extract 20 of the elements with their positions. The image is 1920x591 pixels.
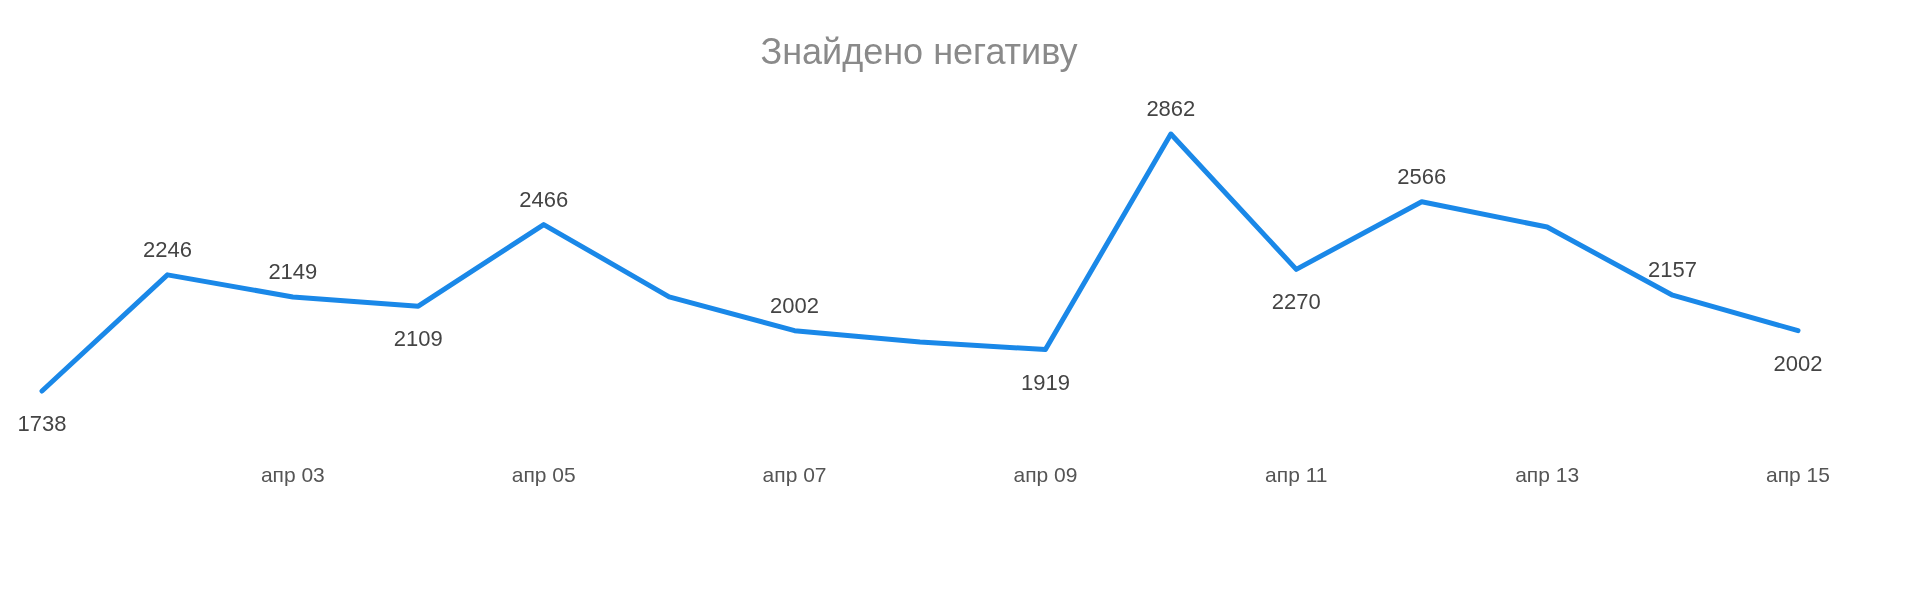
x-tick-label: апр 09 xyxy=(1013,463,1078,486)
x-tick-label: апр 03 xyxy=(260,463,325,486)
x-tick-label: апр 05 xyxy=(511,463,576,486)
x-tick-label: апр 11 xyxy=(1265,463,1328,486)
data-label: 2149 xyxy=(268,259,318,285)
data-label: 1919 xyxy=(1020,369,1070,395)
data-label: 2002 xyxy=(1773,350,1823,376)
data-label: 2466 xyxy=(519,186,569,212)
data-label: 2862 xyxy=(1146,96,1196,121)
data-label: 2109 xyxy=(393,326,443,352)
x-tick-label: апр 07 xyxy=(762,463,827,486)
data-label: 2566 xyxy=(1397,163,1447,189)
data-label: 2002 xyxy=(770,292,820,318)
data-label: 1738 xyxy=(17,411,67,436)
x-tick-label: апр 13 xyxy=(1515,463,1580,486)
data-label: 2157 xyxy=(1648,257,1698,283)
data-label: 2270 xyxy=(1271,289,1321,315)
chart-title: Знайдено негативу xyxy=(760,31,1078,72)
x-tick-label: апр 15 xyxy=(1766,463,1830,486)
data-label: 2246 xyxy=(142,236,192,262)
